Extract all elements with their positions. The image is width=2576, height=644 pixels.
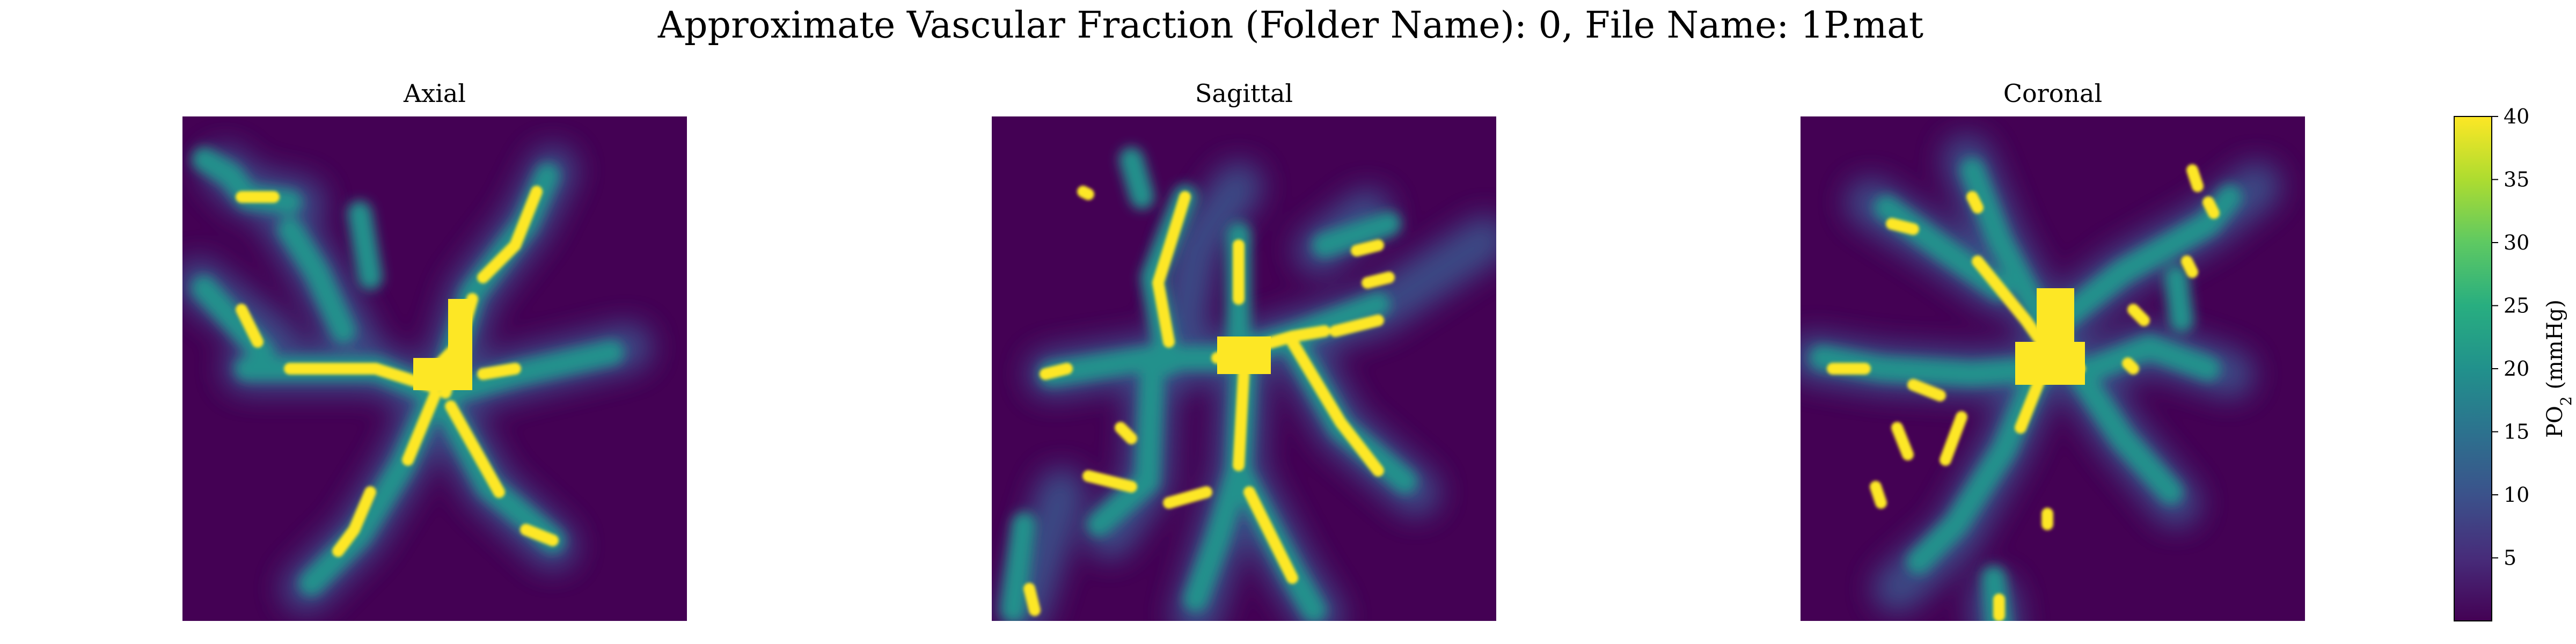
panel-title-axial: Axial: [403, 79, 466, 108]
colorbar-label-subscript: 2: [2557, 396, 2575, 406]
colorbar-tick-label: 25: [2504, 294, 2529, 318]
colorbar-tick-label: 20: [2504, 357, 2529, 380]
heatmap-image-sagittal: [1000, 147, 1496, 621]
colorbar-ticks: 5 10 15 20 25 30 35 40: [2492, 105, 2529, 570]
panel-coronal: Coronal: [1801, 79, 2305, 621]
colorbar-tick-label: 35: [2504, 168, 2529, 192]
colorbar-gradient: [2454, 116, 2492, 621]
colorbar-tick-label: 5: [2504, 546, 2516, 570]
heatmap-image-coronal: [1801, 135, 2281, 621]
heatmap-image-axial: [182, 146, 652, 613]
panel-axial: Axial: [182, 79, 687, 621]
panel-sagittal: Sagittal: [992, 79, 1496, 621]
colorbar-label: PO2 (mmHg): [2543, 299, 2575, 438]
colorbar-label-main: PO: [2543, 406, 2567, 438]
panel-title-sagittal: Sagittal: [1195, 79, 1293, 108]
colorbar-tick-label: 40: [2504, 105, 2529, 128]
colorbar-label-rest: (mmHg): [2543, 299, 2567, 396]
colorbar: 5 10 15 20 25 30 35 40 PO2 (mmHg): [2454, 105, 2575, 621]
colorbar-tick-label: 30: [2504, 231, 2529, 254]
colorbar-tick-label: 10: [2504, 483, 2529, 507]
figure-title: Approximate Vascular Fraction (Folder Na…: [657, 4, 1923, 47]
colorbar-tick-label: 15: [2504, 420, 2529, 444]
panel-title-coronal: Coronal: [2003, 79, 2102, 108]
